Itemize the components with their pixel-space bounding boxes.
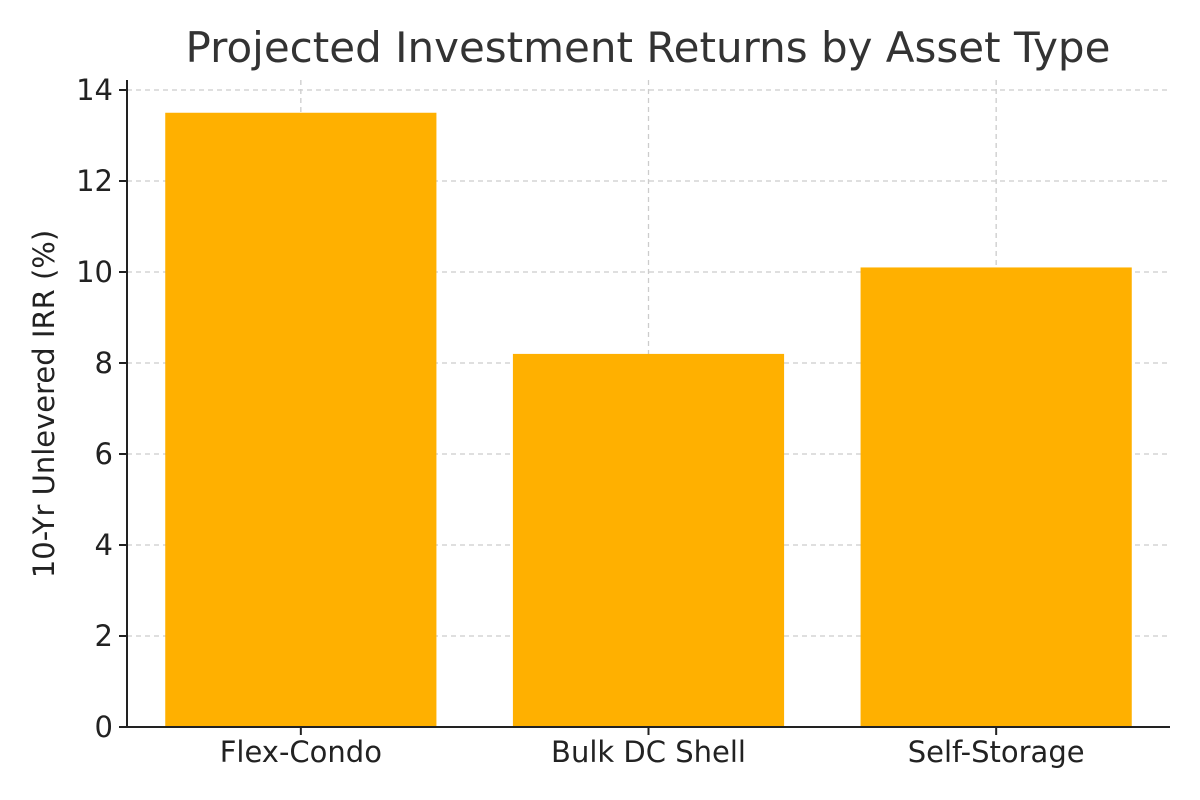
y-tick-label: 12 xyxy=(76,164,113,198)
bar-self-storage xyxy=(860,267,1132,727)
x-tick-label: Bulk DC Shell xyxy=(551,735,746,769)
y-tick-label: 2 xyxy=(95,619,113,653)
y-tick-label: 0 xyxy=(95,710,113,744)
y-tick-label: 8 xyxy=(95,346,113,380)
x-tick-label: Self-Storage xyxy=(908,735,1085,769)
y-ticks: 0 2 4 6 8 10 12 14 xyxy=(76,73,127,744)
y-tick-label: 14 xyxy=(76,73,113,107)
x-ticks: Flex-Condo Bulk DC Shell Self-Storage xyxy=(220,727,1085,769)
y-tick-label: 6 xyxy=(95,437,113,471)
bar-flex-condo xyxy=(165,112,437,727)
x-tick-label: Flex-Condo xyxy=(220,735,382,769)
chart-title: Projected Investment Returns by Asset Ty… xyxy=(186,23,1111,72)
y-tick-label: 4 xyxy=(95,528,113,562)
bar-bulk-dc-shell xyxy=(512,353,785,727)
y-tick-label: 10 xyxy=(76,255,113,289)
y-axis-label: 10-Yr Unlevered IRR (%) xyxy=(27,230,61,578)
bars-layer xyxy=(165,112,1132,727)
